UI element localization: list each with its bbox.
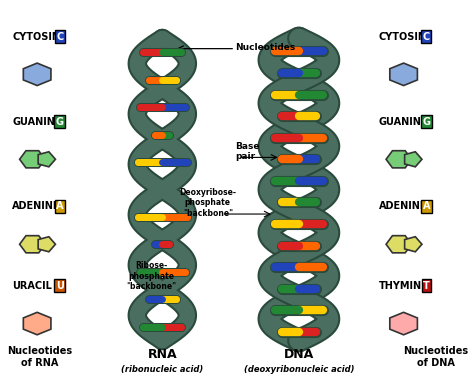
Polygon shape xyxy=(38,237,55,252)
Polygon shape xyxy=(405,152,422,167)
Text: A: A xyxy=(423,202,430,211)
Text: Base
pair: Base pair xyxy=(235,142,260,161)
Polygon shape xyxy=(23,312,51,335)
Text: T: T xyxy=(423,281,430,291)
Text: (deoxyribonucleic acid): (deoxyribonucleic acid) xyxy=(244,365,354,374)
Text: DNA: DNA xyxy=(284,348,314,362)
Text: Nucleotides: Nucleotides xyxy=(235,44,295,52)
Polygon shape xyxy=(386,151,411,168)
Text: (ribonucleic acid): (ribonucleic acid) xyxy=(121,365,203,374)
Polygon shape xyxy=(386,236,411,253)
Polygon shape xyxy=(405,237,422,252)
Polygon shape xyxy=(390,312,418,335)
Polygon shape xyxy=(38,152,55,167)
Polygon shape xyxy=(19,151,45,168)
Text: CYTOSINE: CYTOSINE xyxy=(379,31,433,42)
Text: Ribose-
phosphate
"backbone": Ribose- phosphate "backbone" xyxy=(126,262,176,291)
Text: G: G xyxy=(422,116,430,127)
Text: ADENINE: ADENINE xyxy=(12,202,61,211)
Text: Nucleotides
of DNA: Nucleotides of DNA xyxy=(403,346,468,368)
Text: CYTOSINE: CYTOSINE xyxy=(12,31,67,42)
Text: G: G xyxy=(56,116,64,127)
Text: Deoxyribose-
phosphate
"backbone": Deoxyribose- phosphate "backbone" xyxy=(179,188,237,218)
Polygon shape xyxy=(19,236,45,253)
Text: U: U xyxy=(56,281,64,291)
Text: THYMINE: THYMINE xyxy=(379,281,428,291)
Text: GUANINE: GUANINE xyxy=(379,116,428,127)
Text: ADENINE: ADENINE xyxy=(379,202,427,211)
Text: C: C xyxy=(423,31,430,42)
Text: GUANINE: GUANINE xyxy=(12,116,62,127)
Text: A: A xyxy=(56,202,64,211)
Polygon shape xyxy=(23,63,51,86)
Text: C: C xyxy=(56,31,64,42)
Polygon shape xyxy=(390,63,418,86)
Text: Nucleotides
of RNA: Nucleotides of RNA xyxy=(7,346,72,368)
Text: URACIL: URACIL xyxy=(12,281,52,291)
Text: RNA: RNA xyxy=(147,348,177,362)
